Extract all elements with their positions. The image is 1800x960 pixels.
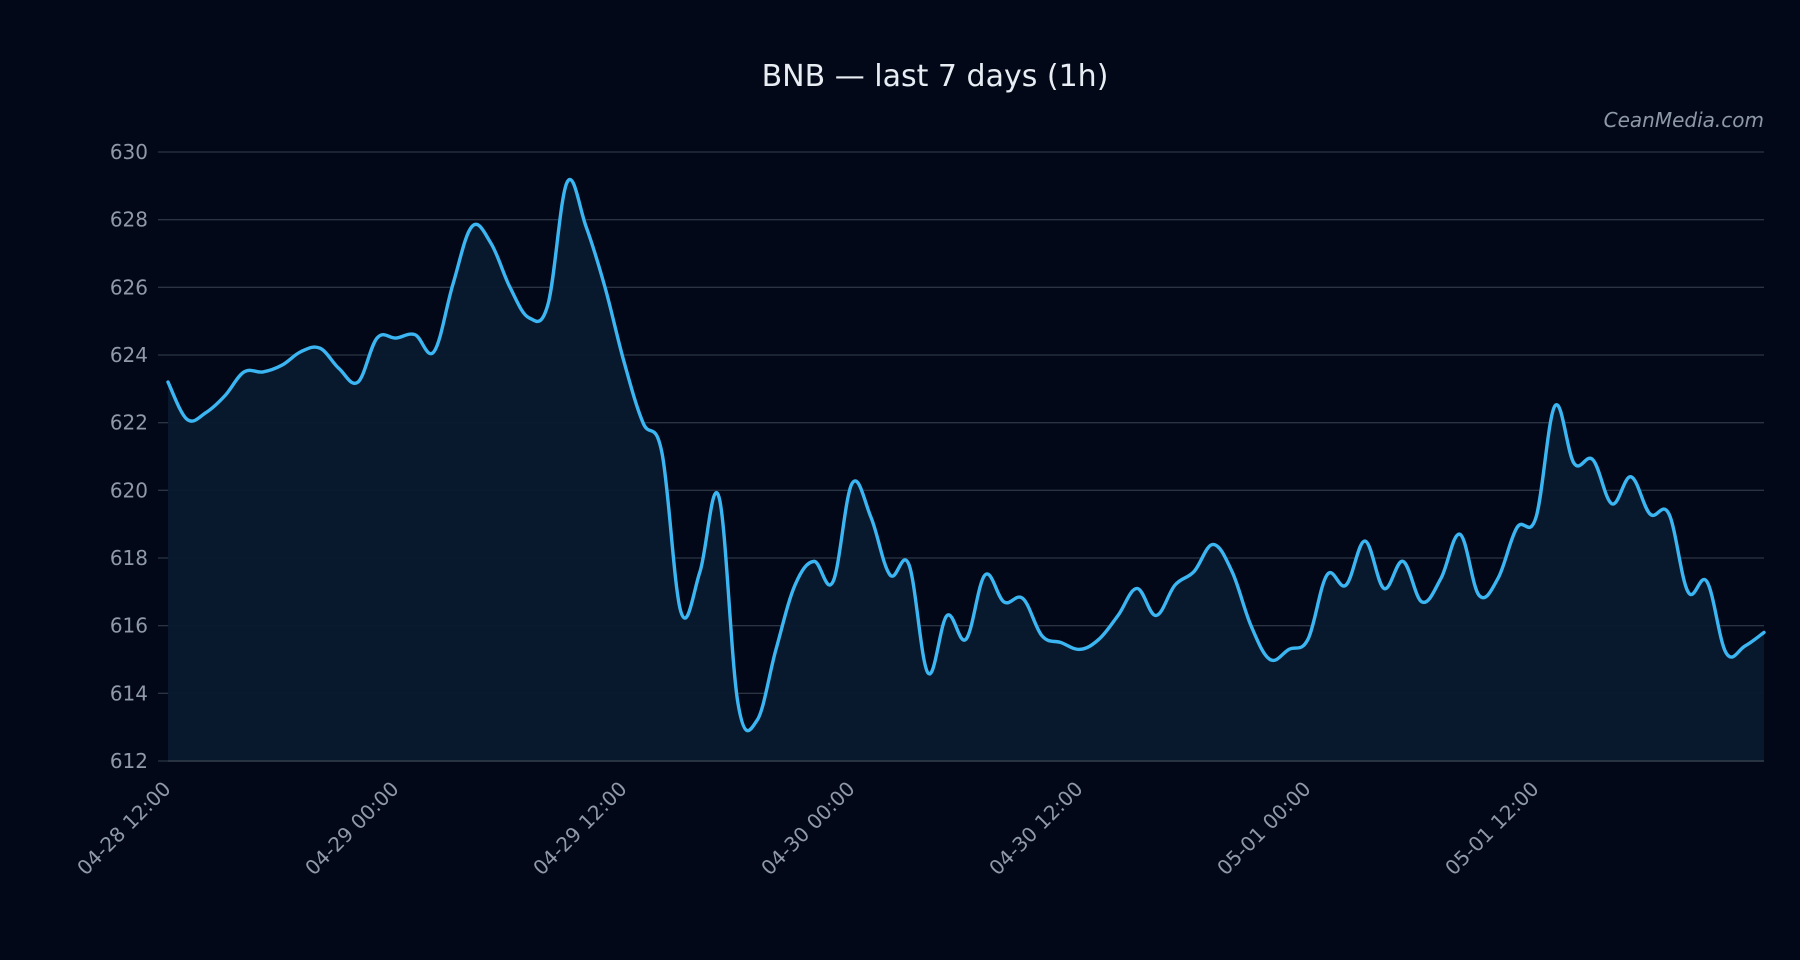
watermark: CeanMedia.com bbox=[1604, 108, 1764, 132]
y-tick-label: 620 bbox=[110, 478, 148, 502]
chart-title: BNB — last 7 days (1h) bbox=[762, 59, 1109, 94]
y-tick-label: 628 bbox=[110, 208, 148, 232]
y-tick-label: 614 bbox=[110, 681, 148, 705]
y-tick-label: 616 bbox=[110, 614, 148, 638]
y-axis-ticks: 612 614 616 618 620 622 624 626 628 630 bbox=[110, 140, 148, 773]
y-tick-label: 630 bbox=[110, 140, 148, 164]
y-tick-label: 622 bbox=[110, 411, 148, 435]
y-tick-label: 626 bbox=[110, 275, 148, 299]
y-tick-label: 618 bbox=[110, 546, 148, 570]
series-area-fill bbox=[168, 179, 1764, 762]
y-tick-label: 624 bbox=[110, 343, 148, 367]
series-line bbox=[166, 177, 1766, 733]
y-tick-label: 612 bbox=[110, 749, 148, 773]
